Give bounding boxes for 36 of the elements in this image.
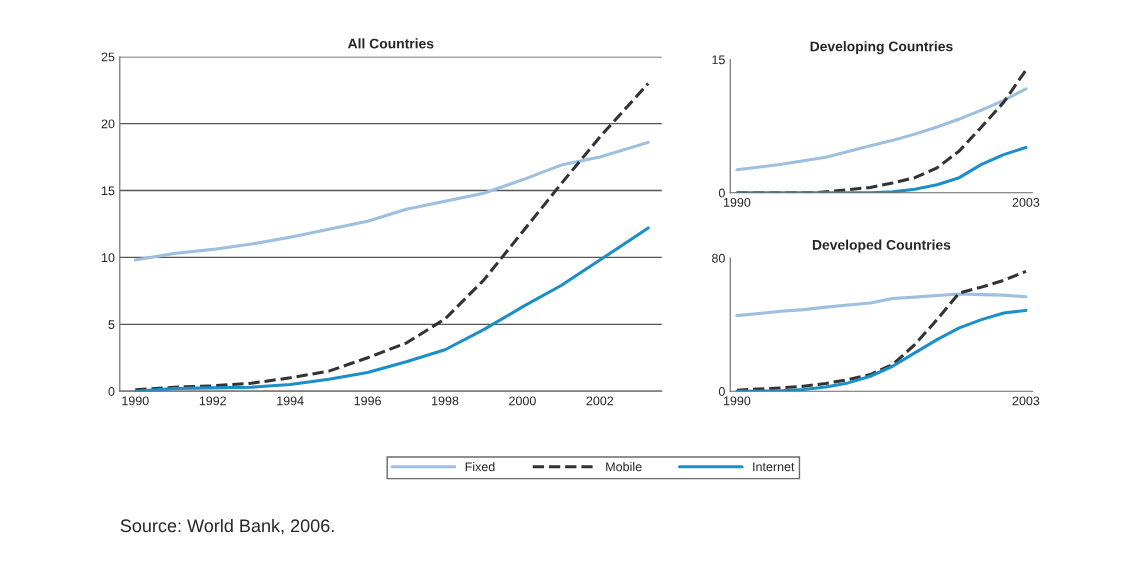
- x-tick-label: 1998: [432, 396, 459, 406]
- line-series: [133, 81, 650, 392]
- x-tick-label: 1990: [723, 197, 751, 207]
- source-note: Source: World Bank, 2006.: [120, 518, 334, 535]
- y-tick-label: 20: [101, 119, 115, 129]
- chart-title: All Countries: [347, 38, 434, 49]
- y-tick-label: 10: [101, 253, 115, 263]
- x-tick-label: 1990: [723, 396, 751, 406]
- y-tick-label: 0: [108, 387, 115, 396]
- y-tick-label: 15: [712, 55, 725, 65]
- y-tick-label: 25: [101, 52, 115, 62]
- y-tick-label: 80: [712, 253, 725, 263]
- x-tick-label: 1994: [277, 396, 304, 406]
- y-tick-label: 5: [108, 320, 115, 329]
- x-tick-label: 1992: [199, 396, 226, 406]
- y-tick-label: 15: [101, 186, 115, 196]
- x-tick-label: 2002: [586, 396, 614, 406]
- line-series: [133, 226, 650, 392]
- chart-title: Developing Countries: [810, 41, 953, 55]
- chart-title: Developed Countries: [812, 239, 951, 253]
- line-series: [735, 292, 1028, 318]
- y-tick-label: 0: [718, 387, 725, 396]
- x-tick-label: 2003: [1012, 396, 1040, 406]
- legend-label: Internet: [753, 462, 795, 472]
- x-tick-label: 2003: [1012, 197, 1040, 207]
- y-tick-label: 0: [718, 188, 725, 198]
- line-series: [735, 308, 1028, 392]
- legend-label: Fixed: [465, 462, 495, 472]
- x-tick-label: 2000: [509, 396, 536, 406]
- x-tick-label: 1996: [354, 396, 381, 406]
- line-series: [735, 145, 1028, 193]
- line-series: [735, 269, 1028, 392]
- line-series: [133, 140, 650, 262]
- x-tick-label: 1990: [122, 396, 149, 406]
- line-series: [735, 87, 1028, 172]
- legend-label: Mobile: [606, 462, 642, 472]
